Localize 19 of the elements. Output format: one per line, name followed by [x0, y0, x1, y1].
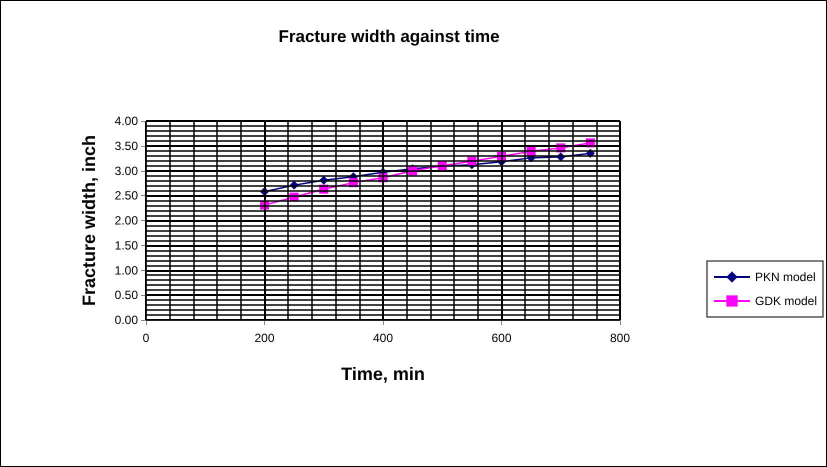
x-axis-title: Time, min [341, 364, 425, 384]
y-tick-label: 4.00 [114, 114, 138, 128]
y-axis-title: Fracture width, inch [79, 134, 99, 306]
y-tick-label: 0.50 [114, 288, 138, 302]
y-tick-label: 1.00 [114, 263, 138, 278]
y-tick-label: 3.50 [114, 138, 138, 153]
x-tick-label: 600 [491, 331, 512, 345]
y-tick-label: 3.00 [114, 164, 138, 178]
legend-label: PKN model [754, 270, 816, 284]
x-tick-label: 0 [142, 331, 150, 345]
y-tick-label: 2.00 [114, 214, 138, 228]
chart-title: Fracture width against time [278, 27, 500, 46]
y-tick-label: 0.00 [114, 313, 138, 327]
x-tick-label: 200 [254, 331, 275, 345]
y-tick-label: 2.50 [114, 188, 138, 203]
x-tick-label: 800 [610, 331, 630, 345]
legend-label: GDK model [754, 294, 818, 308]
x-tick-label: 400 [372, 331, 394, 345]
y-tick-label: 1.50 [114, 238, 138, 252]
